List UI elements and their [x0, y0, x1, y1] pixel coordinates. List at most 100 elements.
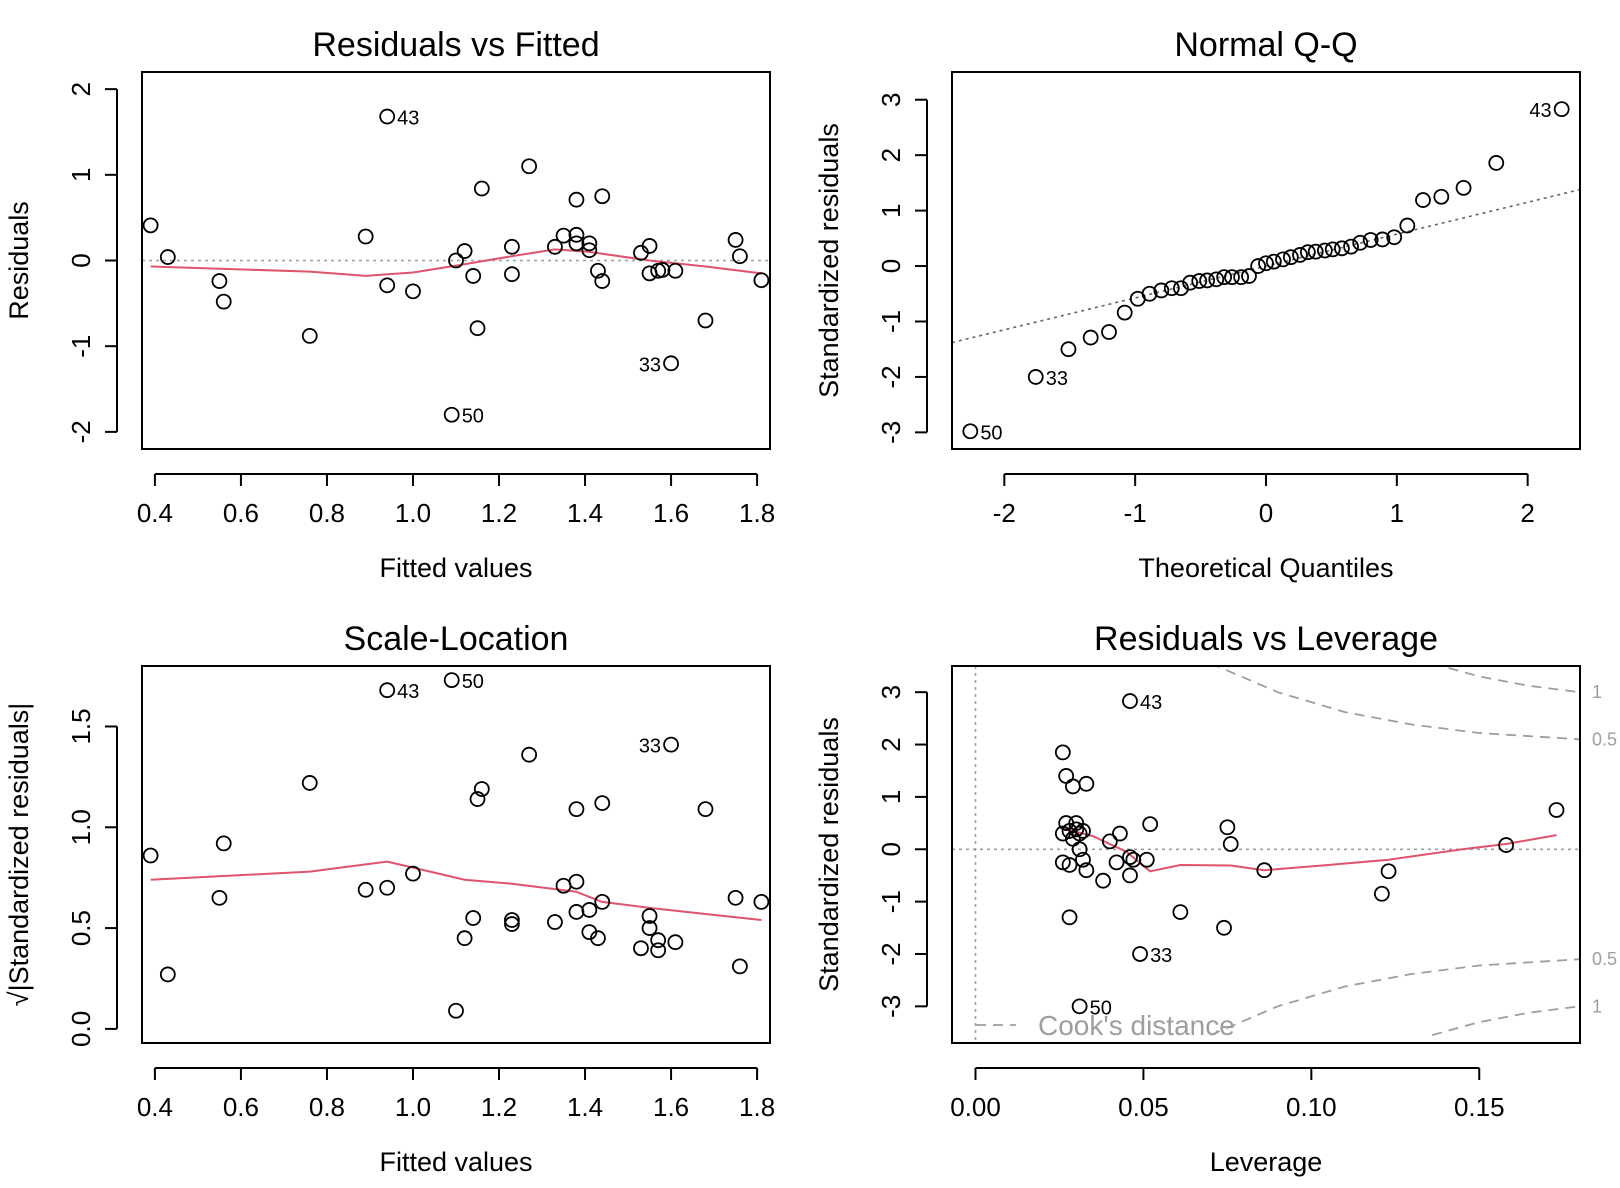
x-tick-label: 0.00 — [950, 1092, 1001, 1122]
data-point — [1250, 258, 1267, 274]
data-point — [641, 920, 658, 936]
data-point — [521, 158, 538, 175]
data-point — [697, 801, 714, 818]
x-tick-label: -2 — [993, 498, 1016, 528]
y-tick-label: 1 — [876, 790, 906, 804]
y-tick-label: 0 — [876, 842, 906, 856]
cooks-contour-label: 0.5 — [1592, 949, 1617, 969]
data-point — [1362, 232, 1379, 248]
data-point — [448, 1002, 464, 1019]
data-point — [1373, 885, 1390, 902]
data-point — [215, 293, 232, 310]
data-point — [469, 791, 486, 807]
point-label: 50 — [462, 671, 484, 693]
data-point — [1352, 234, 1369, 251]
data-point — [568, 904, 585, 920]
x-axis: 0.00 0.05 0.10 0.15 — [950, 1067, 1505, 1122]
data-point — [1071, 825, 1088, 842]
y-tick-label: -2 — [876, 942, 906, 965]
y-tick-label: -1 — [876, 890, 906, 913]
data-point — [667, 934, 684, 951]
point-label: 33 — [639, 736, 661, 758]
x-axis-label: Fitted values — [379, 1147, 532, 1177]
data-point — [1108, 854, 1125, 871]
data-point — [504, 238, 520, 255]
x-axis: 0.4 0.6 0.8 1.0 1.2 1.4 1.6 1.8 — [137, 1067, 775, 1122]
point-label: 33 — [639, 354, 661, 376]
x-tick-label: 0.10 — [1286, 1092, 1337, 1122]
smooth-line — [150, 248, 762, 277]
y-axis: -2 -1 0 1 2 — [66, 82, 118, 443]
plot-area — [142, 672, 770, 1019]
x-tick-label: 0 — [1259, 498, 1273, 528]
data-point — [405, 283, 421, 300]
data-point — [379, 879, 396, 896]
point-label: 43 — [1529, 100, 1551, 122]
data-point — [590, 262, 606, 279]
y-axis-label: √|Standardized residuals| — [4, 703, 34, 1007]
data-point — [1071, 998, 1088, 1015]
data-point — [1224, 269, 1240, 286]
data-point — [731, 248, 748, 265]
data-point — [473, 781, 490, 797]
y-tick-label: 2 — [876, 737, 906, 751]
data-point — [504, 916, 520, 932]
x-tick-label: 0.4 — [137, 498, 173, 528]
data-point — [641, 265, 658, 282]
data-point — [1173, 280, 1189, 297]
data-point — [1122, 849, 1138, 866]
data-point — [663, 355, 679, 372]
data-point — [1078, 775, 1095, 792]
data-point — [521, 746, 538, 763]
data-point — [379, 682, 396, 699]
data-point — [1455, 179, 1472, 196]
data-point — [1241, 268, 1257, 284]
x-axis-label: Leverage — [1210, 1147, 1323, 1177]
cooks-distance-contour — [1210, 958, 1580, 1036]
x-tick-label: 1.8 — [739, 498, 775, 528]
x-tick-label: 1 — [1390, 498, 1404, 528]
data-point — [1258, 255, 1274, 272]
data-point — [1374, 231, 1391, 248]
x-tick-label: 0.6 — [223, 1092, 259, 1122]
y-tick-label: -3 — [876, 421, 906, 444]
x-tick-label: 0.4 — [137, 1092, 173, 1122]
data-point — [581, 902, 598, 918]
data-point — [547, 238, 563, 255]
x-axis-label: Fitted values — [379, 553, 532, 583]
x-tick-label: 0.6 — [223, 498, 259, 528]
data-point — [1153, 282, 1170, 299]
x-tick-label: 1.0 — [395, 498, 431, 528]
data-point — [727, 889, 744, 906]
data-point — [1343, 238, 1359, 255]
data-point — [1265, 253, 1282, 270]
data-point — [650, 942, 667, 959]
data-point — [1316, 242, 1333, 259]
data-point — [568, 235, 585, 252]
data-point — [568, 226, 585, 243]
data-point — [1433, 188, 1450, 205]
data-point — [1199, 272, 1216, 289]
data-point — [1333, 240, 1350, 257]
y-tick-label: -1 — [876, 310, 906, 333]
x-tick-label: 1.2 — [481, 498, 517, 528]
point-label: 33 — [1046, 368, 1068, 390]
data-point — [581, 242, 598, 259]
data-point — [727, 232, 744, 248]
data-point — [1101, 833, 1118, 850]
data-point — [469, 320, 486, 337]
y-axis: 0.0 0.5 1.0 1.5 — [66, 708, 118, 1047]
data-point — [1141, 285, 1158, 302]
data-point — [1256, 862, 1273, 879]
y-axis-label: Standardized residuals — [814, 123, 844, 398]
point-label: 50 — [1090, 997, 1112, 1019]
point-label: 43 — [397, 108, 419, 130]
y-tick-label: 0 — [876, 259, 906, 273]
data-point — [1116, 304, 1133, 321]
data-point — [1208, 271, 1225, 288]
y-tick-label: 0 — [66, 253, 96, 267]
y-tick-label: 0.5 — [66, 910, 96, 946]
data-point — [301, 327, 318, 344]
data-point — [1075, 823, 1091, 839]
data-point — [465, 910, 482, 926]
